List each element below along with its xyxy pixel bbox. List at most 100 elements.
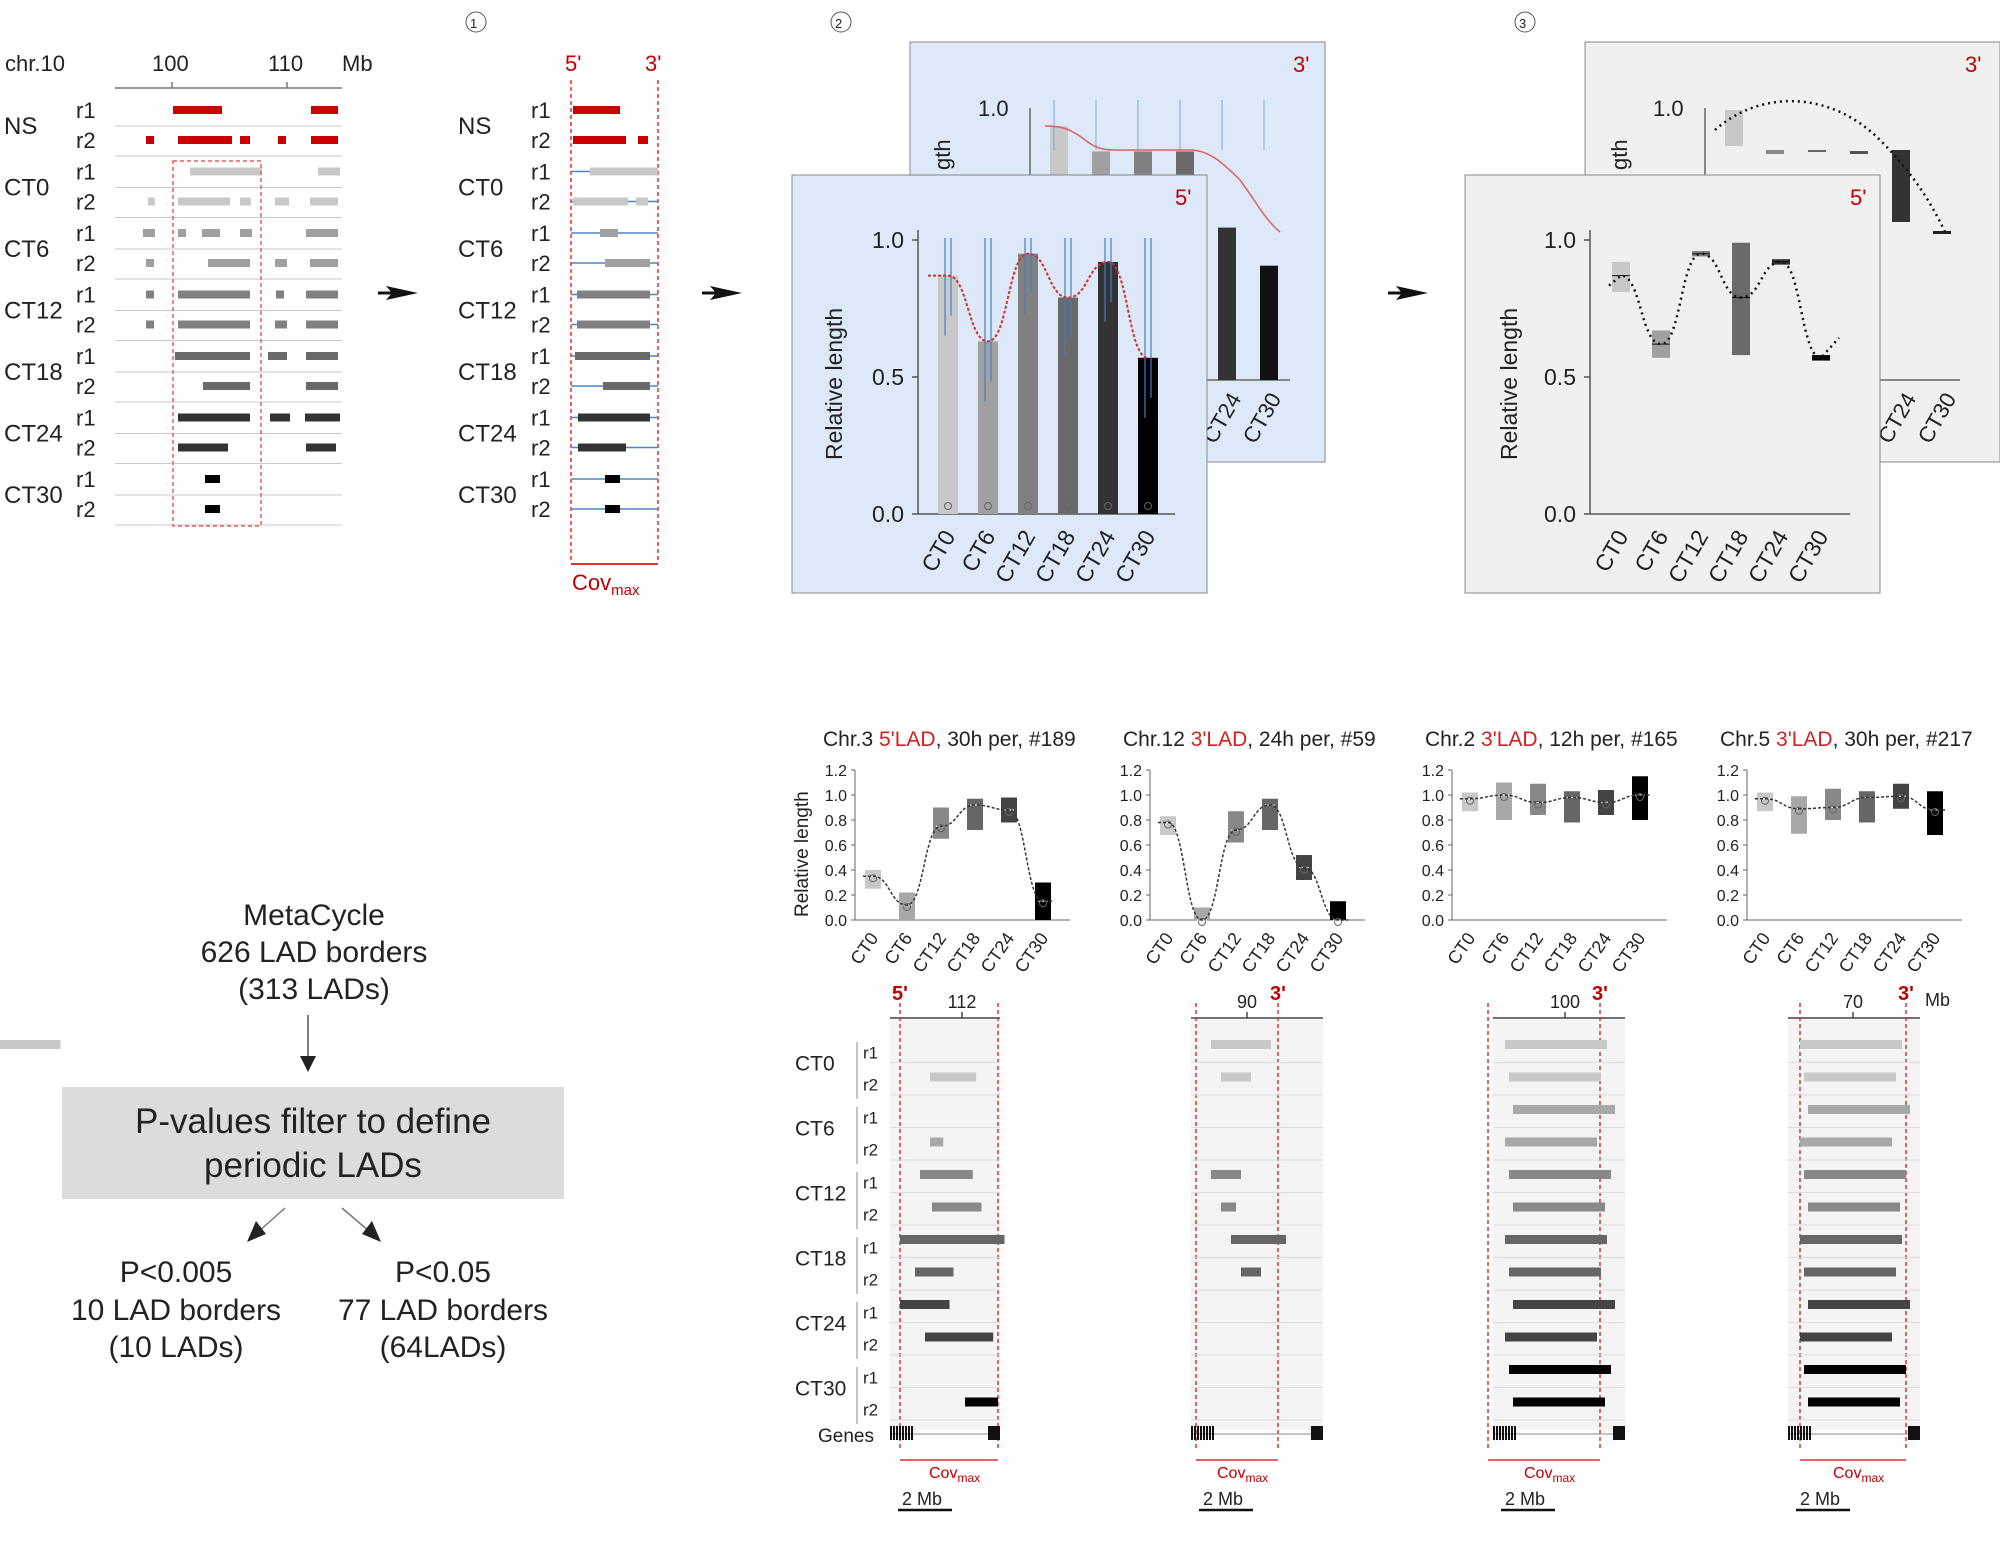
replicate-point [1795, 806, 1803, 815]
replicate-label: r2 [531, 251, 551, 276]
gene-mark [998, 1426, 1000, 1440]
example-panel-3: Chr.2 3'LAD, 12h per, #165 1.2 1.0 0.8 0.6 0.… [1422, 728, 1678, 1512]
gene-mark [1321, 1426, 1323, 1440]
panel-b-trimmed-lads: 1 5' 3' Covmax NS r1 r2 CT0 r1 r2 CT6 r1 r2 CT12 r… [458, 11, 661, 599]
covmax-sub: max [957, 1471, 980, 1485]
covmax-label: Covmax [572, 570, 640, 599]
lad-segment [1221, 1072, 1251, 1082]
gene-mark [1212, 1426, 1214, 1440]
lad-segment [1804, 1267, 1896, 1277]
replicate-label: r2 [531, 190, 551, 215]
replicate-point [1602, 800, 1610, 809]
threshold-loose: P<0.05 [395, 1256, 491, 1289]
y-tick-label: 1.0 [825, 788, 847, 805]
example-chrom: Chr.3 [823, 728, 879, 751]
y-tick-label: 0.4 [825, 863, 847, 880]
arrow-icon [710, 286, 742, 300]
gene-mark [1502, 1426, 1504, 1440]
fit-curve [1158, 804, 1348, 921]
replicate-point [1534, 800, 1542, 809]
front-chart-ylabel: Relative length [1496, 308, 1522, 460]
replicate-label: r1 [76, 160, 96, 185]
step-circle [1514, 11, 1536, 33]
lad-segment [1505, 1137, 1597, 1147]
replicate-point [1266, 803, 1274, 811]
filter-text-line2: periodic LADs [204, 1146, 422, 1185]
replicate-label: r2 [76, 251, 96, 276]
y-tick-label: 0.2 [1120, 888, 1142, 905]
arrow-down-left-icon [247, 1221, 266, 1242]
gene-mark [1499, 1426, 1501, 1440]
x-tick-label-ct24: CT24 [1869, 929, 1911, 977]
lad-segment [1509, 1365, 1611, 1374]
example-lad-type: 5'LAD [879, 728, 936, 751]
lad-segment [178, 197, 230, 206]
lad-segment [178, 320, 250, 329]
flow-arrow-line [341, 1207, 371, 1233]
gene-mark [1312, 1426, 1314, 1440]
step-circle [465, 11, 487, 33]
replicate-point [869, 874, 877, 883]
lad-segment [205, 475, 220, 483]
lad-segment [1211, 1170, 1241, 1179]
lad-segment [146, 320, 154, 329]
box-ct6 [1496, 782, 1512, 820]
row-label-ct24: CT24 [795, 1313, 847, 1336]
lad-segment [1513, 1105, 1615, 1114]
gene-mark [1496, 1426, 1498, 1440]
scale-bar-label: 2 Mb [1203, 1489, 1243, 1509]
gene-mark [890, 1426, 892, 1440]
x-tick-label-ct0: CT0 [1738, 929, 1774, 968]
metacycle-lads: (313 LADs) [238, 973, 390, 1006]
x-tick-label-ct12: CT12 [909, 929, 951, 977]
y-tick-label: 0.5 [1544, 364, 1576, 390]
replicate-point [1104, 502, 1112, 510]
lad-segment [190, 167, 262, 176]
gene-mark [1511, 1426, 1513, 1440]
replicate-label: r1 [76, 283, 96, 308]
scale-bar-label: 2 Mb [1800, 1489, 1840, 1509]
lad-segment [590, 167, 658, 176]
genome-tick-label: 90 [1237, 992, 1257, 1012]
front-chart-panel [791, 174, 1208, 594]
box-ct18 [1859, 791, 1875, 823]
replicate-point [971, 803, 979, 811]
lad-segment [203, 382, 250, 390]
lad-segment [270, 413, 290, 422]
front-chart-ylabel: Relative length [821, 308, 847, 460]
y-tick-label: 0.2 [1422, 888, 1444, 905]
box-ct0 [1757, 792, 1773, 812]
lad-segment [311, 136, 338, 144]
gene-mark [1493, 1426, 1495, 1440]
replicate-label: r2 [863, 1401, 878, 1420]
y-tick-label: 1.2 [1120, 763, 1142, 780]
gene-mark [1622, 1426, 1624, 1440]
bar-ct24 [1098, 261, 1118, 514]
y-tick-label: 1.0 [872, 227, 904, 253]
lad-segment [310, 197, 338, 206]
group-label-ct30: CT30 [4, 482, 63, 509]
replicate-point [1039, 899, 1047, 908]
lad-segment [1800, 1235, 1902, 1244]
lad-segment [146, 290, 154, 299]
scale-bar-label: 2 Mb [902, 1489, 942, 1509]
back-box [1725, 110, 1743, 146]
gene-mark [1317, 1426, 1319, 1440]
panel-d-box-charts: 3 3' 1.0 gth CT24 CT30 5' Relative lengt… [1464, 11, 2000, 594]
tick-label-110: 110 [268, 51, 303, 76]
gene-mark [1197, 1426, 1199, 1440]
lad-segment [1800, 1040, 1902, 1049]
covmax-sub: max [1861, 1471, 1884, 1485]
lad-segment [240, 197, 251, 206]
lad-segment [310, 259, 338, 267]
gene-mark [1918, 1426, 1920, 1440]
y-tick-label: 0.8 [825, 813, 847, 830]
lad-segment [900, 1235, 1005, 1244]
group-label-ct18: CT18 [4, 359, 63, 386]
group-label-ct18: CT18 [458, 359, 517, 386]
y-tick-label: 0.6 [1422, 838, 1444, 855]
y-tick-label: 0.0 [1422, 913, 1444, 930]
x-tick-label-ct24: CT24 [977, 929, 1019, 977]
chrom-label: chr.10 [5, 51, 65, 76]
